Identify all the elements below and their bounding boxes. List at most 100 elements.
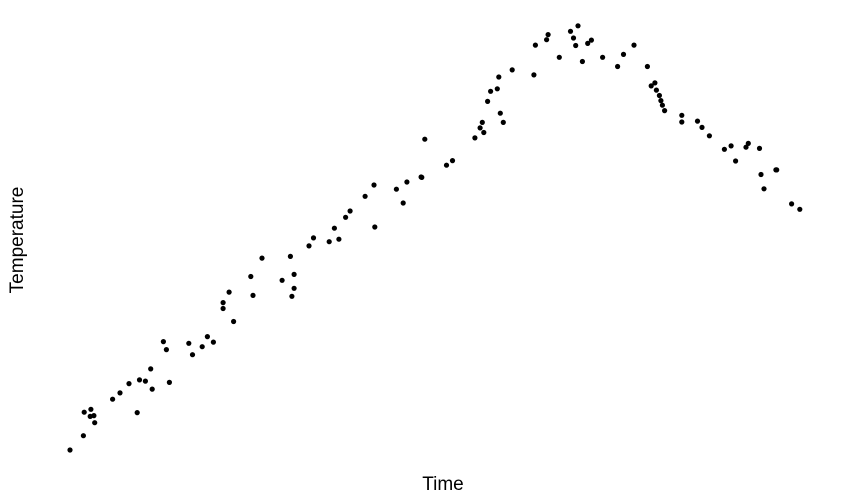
data-point bbox=[774, 167, 780, 173]
data-point bbox=[728, 143, 734, 149]
data-point bbox=[745, 140, 751, 146]
data-point bbox=[658, 98, 664, 104]
data-point bbox=[259, 255, 265, 261]
data-point bbox=[679, 112, 685, 118]
data-point bbox=[148, 366, 154, 372]
data-point bbox=[496, 74, 502, 80]
data-point bbox=[166, 379, 172, 385]
x-axis-label: Time bbox=[422, 474, 464, 495]
data-point bbox=[509, 67, 515, 73]
data-point bbox=[797, 206, 803, 212]
data-point bbox=[189, 352, 196, 358]
data-point bbox=[343, 214, 349, 220]
data-point bbox=[497, 110, 503, 116]
data-point bbox=[699, 124, 705, 130]
data-point bbox=[91, 413, 97, 419]
data-point bbox=[532, 42, 539, 48]
data-point bbox=[142, 378, 148, 384]
data-point bbox=[679, 119, 685, 125]
data-point bbox=[400, 200, 406, 206]
data-point bbox=[80, 433, 86, 439]
data-point bbox=[67, 447, 73, 453]
data-point bbox=[620, 51, 627, 58]
data-point bbox=[220, 300, 226, 306]
data-point bbox=[789, 201, 795, 207]
data-point bbox=[149, 386, 155, 392]
data-point bbox=[81, 409, 87, 415]
data-point bbox=[531, 72, 537, 78]
data-point bbox=[600, 54, 606, 60]
data-point bbox=[758, 171, 764, 178]
data-point bbox=[479, 119, 485, 125]
data-point bbox=[656, 92, 663, 99]
data-point bbox=[199, 344, 205, 350]
data-point bbox=[372, 224, 378, 230]
data-point bbox=[472, 135, 478, 141]
data-point bbox=[347, 208, 353, 214]
data-point bbox=[443, 162, 450, 168]
data-point bbox=[575, 23, 581, 29]
data-point bbox=[291, 285, 297, 291]
data-point bbox=[488, 88, 494, 94]
data-point bbox=[134, 410, 140, 416]
data-point bbox=[588, 37, 595, 43]
data-point bbox=[694, 118, 701, 124]
data-point bbox=[289, 293, 295, 299]
data-point bbox=[570, 35, 577, 41]
data-point bbox=[310, 235, 317, 241]
y-axis-label: Temperature bbox=[7, 187, 28, 294]
data-point bbox=[306, 243, 312, 249]
data-point bbox=[422, 136, 428, 142]
data-point bbox=[544, 37, 550, 43]
data-point bbox=[644, 63, 651, 70]
data-point bbox=[231, 318, 237, 325]
data-point bbox=[160, 339, 166, 345]
data-point bbox=[186, 340, 192, 346]
data-point bbox=[756, 145, 763, 151]
data-point bbox=[163, 347, 169, 353]
data-point bbox=[545, 31, 551, 38]
data-point bbox=[326, 239, 332, 245]
data-point bbox=[556, 54, 562, 60]
data-point bbox=[419, 174, 425, 180]
data-point bbox=[226, 289, 232, 295]
data-point bbox=[371, 182, 377, 188]
data-point bbox=[393, 186, 399, 192]
data-point bbox=[291, 271, 297, 277]
data-point bbox=[652, 80, 658, 86]
data-point bbox=[88, 406, 94, 412]
data-point bbox=[721, 146, 728, 152]
data-point bbox=[631, 42, 637, 48]
data-point bbox=[250, 292, 256, 298]
data-point bbox=[615, 63, 621, 70]
data-point bbox=[743, 144, 749, 150]
data-point bbox=[477, 125, 483, 131]
data-point bbox=[279, 277, 285, 283]
data-point bbox=[733, 158, 739, 164]
data-point bbox=[449, 158, 456, 164]
data-point bbox=[659, 102, 666, 108]
data-point bbox=[485, 98, 491, 104]
data-point bbox=[706, 133, 713, 139]
data-point bbox=[92, 420, 98, 426]
data-point bbox=[500, 119, 506, 125]
data-point bbox=[287, 253, 293, 259]
data-point bbox=[585, 40, 591, 47]
data-point bbox=[362, 193, 368, 199]
data-point bbox=[481, 129, 487, 136]
data-points bbox=[67, 23, 803, 453]
data-point bbox=[648, 83, 654, 89]
data-point bbox=[404, 179, 410, 185]
data-point bbox=[331, 225, 337, 231]
data-point bbox=[653, 87, 660, 93]
data-point bbox=[210, 339, 216, 345]
data-point bbox=[579, 58, 586, 65]
data-point bbox=[567, 28, 574, 34]
data-point bbox=[117, 390, 123, 396]
data-point bbox=[204, 334, 210, 340]
data-point bbox=[336, 236, 342, 242]
data-point bbox=[126, 381, 132, 387]
data-point bbox=[494, 86, 500, 92]
data-point bbox=[220, 305, 226, 312]
